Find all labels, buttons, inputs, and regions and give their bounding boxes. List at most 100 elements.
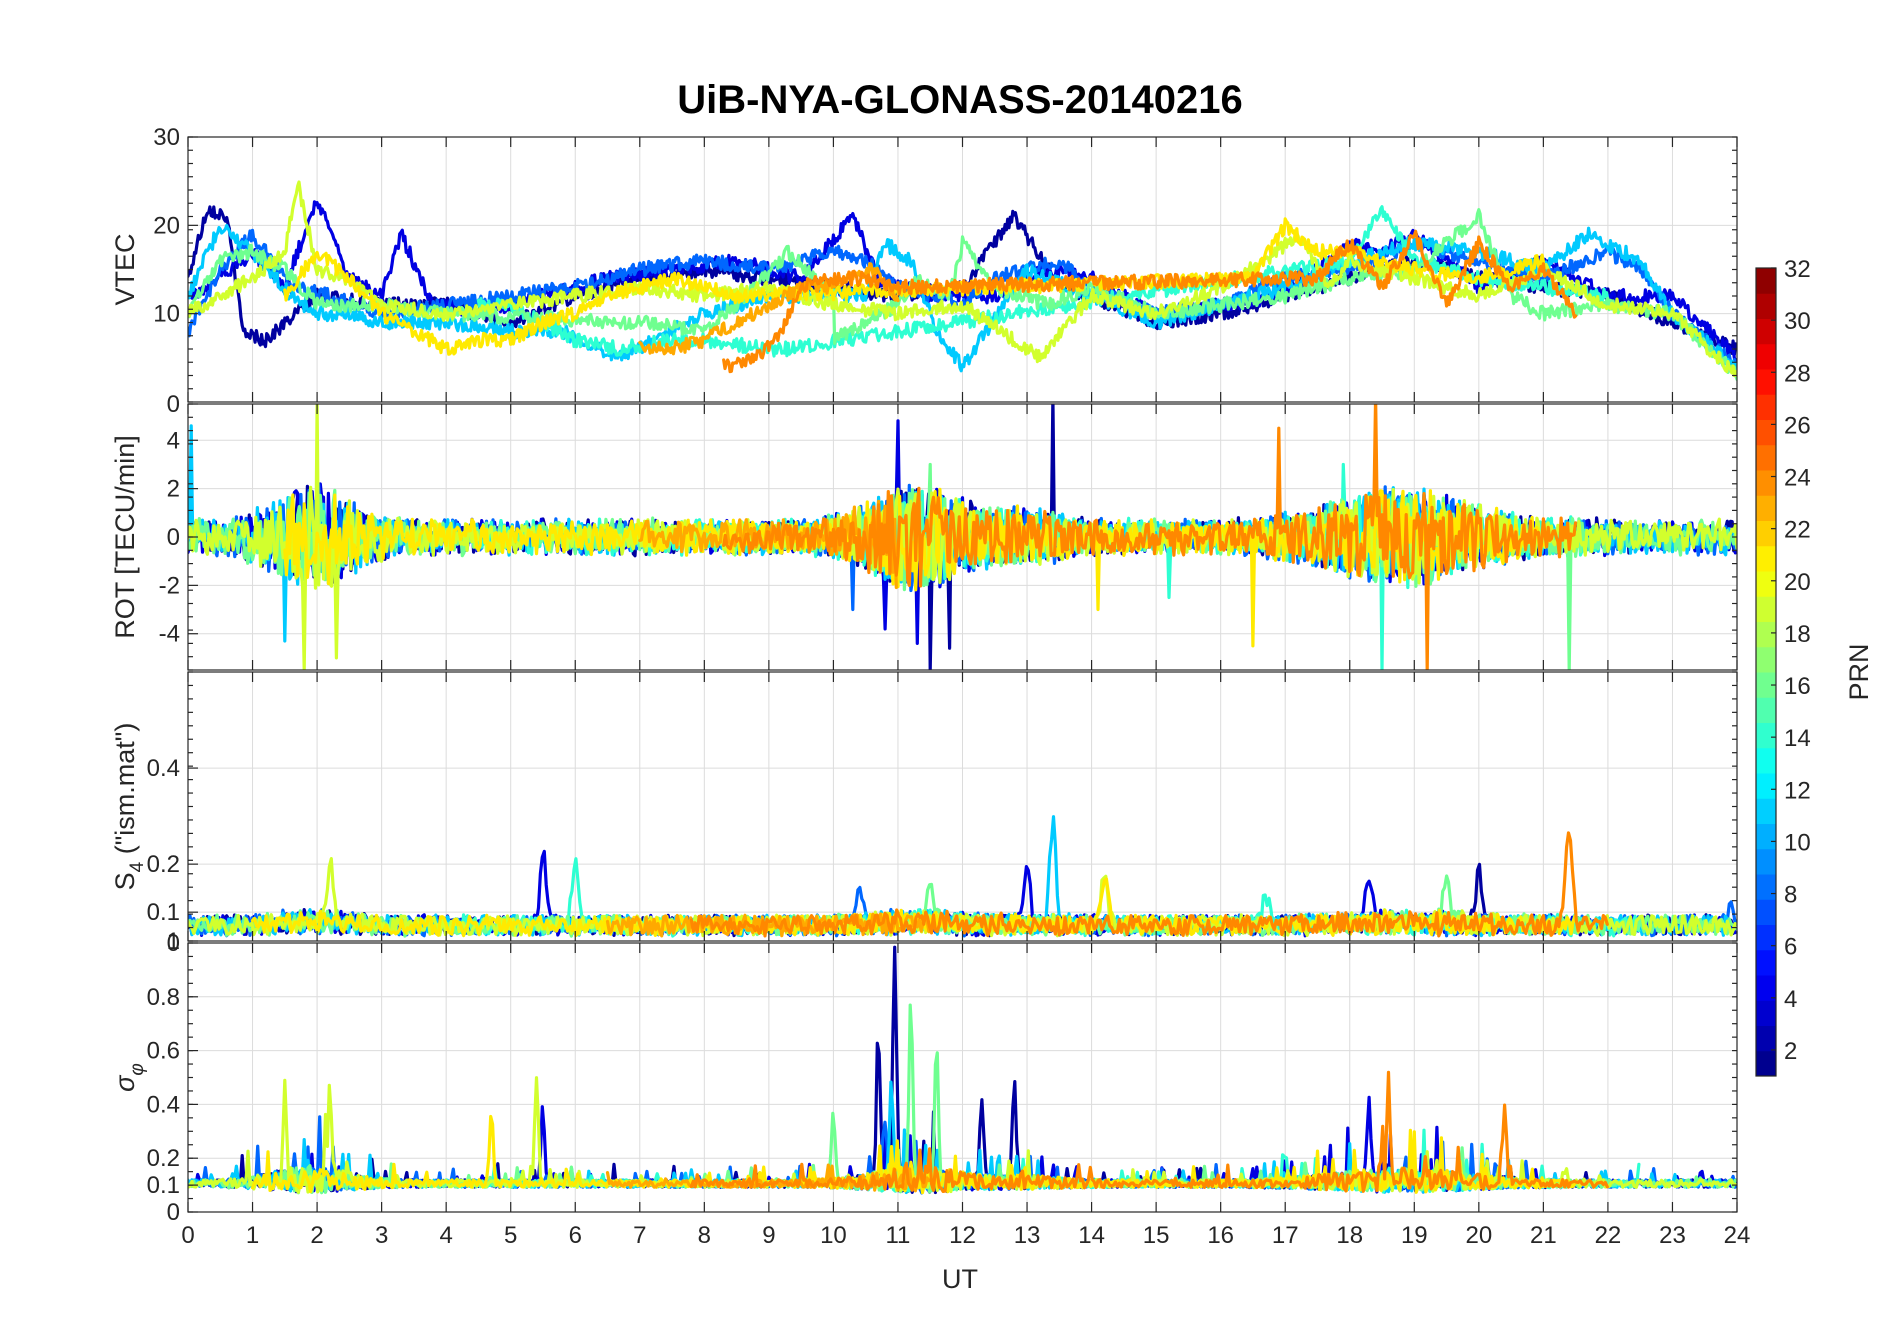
y-tick-label: 0.8 xyxy=(147,984,180,1011)
y-tick-label: 2 xyxy=(167,476,180,503)
y-label-main: S xyxy=(110,872,140,890)
colorbar-frame xyxy=(1755,267,1777,1077)
y-axis-label-sigma: σφ xyxy=(110,1063,148,1092)
colorbar-tick-label: 30 xyxy=(1784,308,1811,335)
series-prn-23-rot xyxy=(638,499,898,590)
x-tick-label: 21 xyxy=(1530,1222,1557,1249)
colorbar-segment xyxy=(1756,874,1776,900)
series-prn-24-s4 xyxy=(689,831,1609,938)
y-label-main: σ xyxy=(110,1074,140,1092)
x-tick-label: 9 xyxy=(762,1222,775,1249)
x-axis-label: UT xyxy=(942,1264,978,1294)
x-tick-label: 8 xyxy=(698,1222,711,1249)
x-tick-label: 10 xyxy=(820,1222,847,1249)
y-tick-label: 0.2 xyxy=(147,1145,180,1172)
traces-sigma xyxy=(188,945,1737,1195)
y-tick-label: -2 xyxy=(159,572,180,599)
panel-rot: -4 -2 0 2 4 0 ROT [TECU/min] xyxy=(110,391,1738,671)
colorbar-tick-label: 6 xyxy=(1784,934,1797,961)
x-tick-label: 19 xyxy=(1401,1222,1428,1249)
colorbar-segment xyxy=(1756,1000,1776,1026)
colorbar-label: PRN xyxy=(1844,643,1874,700)
y-tick-label: 0.2 xyxy=(147,851,180,878)
colorbar-segment xyxy=(1756,924,1776,951)
x-tick-label: 18 xyxy=(1336,1222,1363,1249)
colorbar-segment xyxy=(1756,293,1776,319)
colorbar-tick-label: 16 xyxy=(1784,673,1811,700)
y-tick-label: 0.1 xyxy=(147,899,180,926)
x-tick-label: 0 xyxy=(181,1222,194,1249)
y-axis-label-rot: ROT [TECU/min] xyxy=(110,435,140,639)
colorbar-segment xyxy=(1756,419,1776,446)
colorbar-segment xyxy=(1756,596,1776,622)
series-prn-2-sigma xyxy=(188,945,1737,1195)
series-prn-24-vtec xyxy=(722,229,1578,374)
colorbar-segment xyxy=(1756,268,1776,294)
y-tick-label: 0.4 xyxy=(147,755,180,782)
series-prn-24-sigma xyxy=(689,1070,1609,1193)
colorbar-tick-label: 18 xyxy=(1784,621,1811,648)
y-label-sub: 4 xyxy=(127,861,148,872)
panel-vtec: 10 20 30 VTEC xyxy=(110,124,1738,403)
x-tick-label: 24 xyxy=(1724,1222,1751,1249)
colorbar-segment xyxy=(1756,444,1776,471)
colorbar-tick-label: 28 xyxy=(1784,360,1811,387)
colorbar-segment xyxy=(1756,747,1776,774)
colorbar-segment xyxy=(1756,318,1776,345)
y-label-rest: ("ism.mat") xyxy=(110,723,140,862)
x-tick-label: 13 xyxy=(1014,1222,1041,1249)
x-tick-label: 20 xyxy=(1465,1222,1492,1249)
series-prn-24-rot xyxy=(722,404,1578,670)
traces-s4 xyxy=(188,815,1737,938)
colorbar-segment xyxy=(1756,646,1776,673)
colorbar-segment xyxy=(1756,975,1776,1001)
y-axis-label-s4: S4 ("ism.mat") xyxy=(110,723,148,891)
x-tick-label: 6 xyxy=(569,1222,582,1249)
y-tick-label: -4 xyxy=(159,621,180,648)
colorbar-segment xyxy=(1756,495,1776,521)
series-prn-19-vtec xyxy=(188,180,1737,378)
x-tick-label: 14 xyxy=(1078,1222,1105,1249)
y-tick-label: 0 xyxy=(167,930,180,957)
colorbar-tick-label: 26 xyxy=(1784,412,1811,439)
grid-s4 xyxy=(187,672,1738,941)
colorbar-tick-label: 10 xyxy=(1784,829,1811,856)
x-tick-label: 17 xyxy=(1272,1222,1299,1249)
colorbar-segment xyxy=(1756,1025,1776,1052)
colorbar-segment xyxy=(1756,949,1776,976)
y-tick-label: 4 xyxy=(167,427,180,454)
x-tick-label: 16 xyxy=(1207,1222,1234,1249)
series-prn-21-vtec xyxy=(283,217,1545,356)
y-tick-label: 1 xyxy=(167,928,180,955)
colorbar-segment xyxy=(1756,798,1776,824)
y-tick-label: 0.6 xyxy=(147,1038,180,1065)
traces-rot xyxy=(188,404,1737,670)
x-tick-label: 4 xyxy=(439,1222,452,1249)
x-tick-label: 5 xyxy=(504,1222,517,1249)
colorbar-segment xyxy=(1756,823,1776,850)
y-axis-label-vtec: VTEC xyxy=(110,233,140,305)
y-tick-label: 0.4 xyxy=(147,1091,180,1118)
series-prn-16-sigma xyxy=(188,1003,1737,1195)
x-tick-label: 2 xyxy=(310,1222,323,1249)
colorbar-tick-label: 8 xyxy=(1784,882,1797,909)
colorbar-segment xyxy=(1756,697,1776,723)
colorbar-segment xyxy=(1756,343,1776,370)
y-tick-label: 0.1 xyxy=(147,1172,180,1199)
colorbar-tick-label: 14 xyxy=(1784,725,1811,752)
chart-title: UiB-NYA-GLONASS-20140216 xyxy=(677,78,1242,122)
x-tick-label: 12 xyxy=(949,1222,976,1249)
x-tick-label: 15 xyxy=(1143,1222,1170,1249)
traces-vtec xyxy=(188,180,1737,381)
x-tick-label: 11 xyxy=(885,1222,910,1249)
x-tick-label: 1 xyxy=(246,1222,259,1249)
colorbar-segment xyxy=(1756,545,1776,572)
colorbar-segment xyxy=(1756,773,1776,799)
colorbar-segment xyxy=(1756,520,1776,547)
colorbar-tick-label: 4 xyxy=(1784,986,1797,1013)
colorbar-segment xyxy=(1756,394,1776,420)
